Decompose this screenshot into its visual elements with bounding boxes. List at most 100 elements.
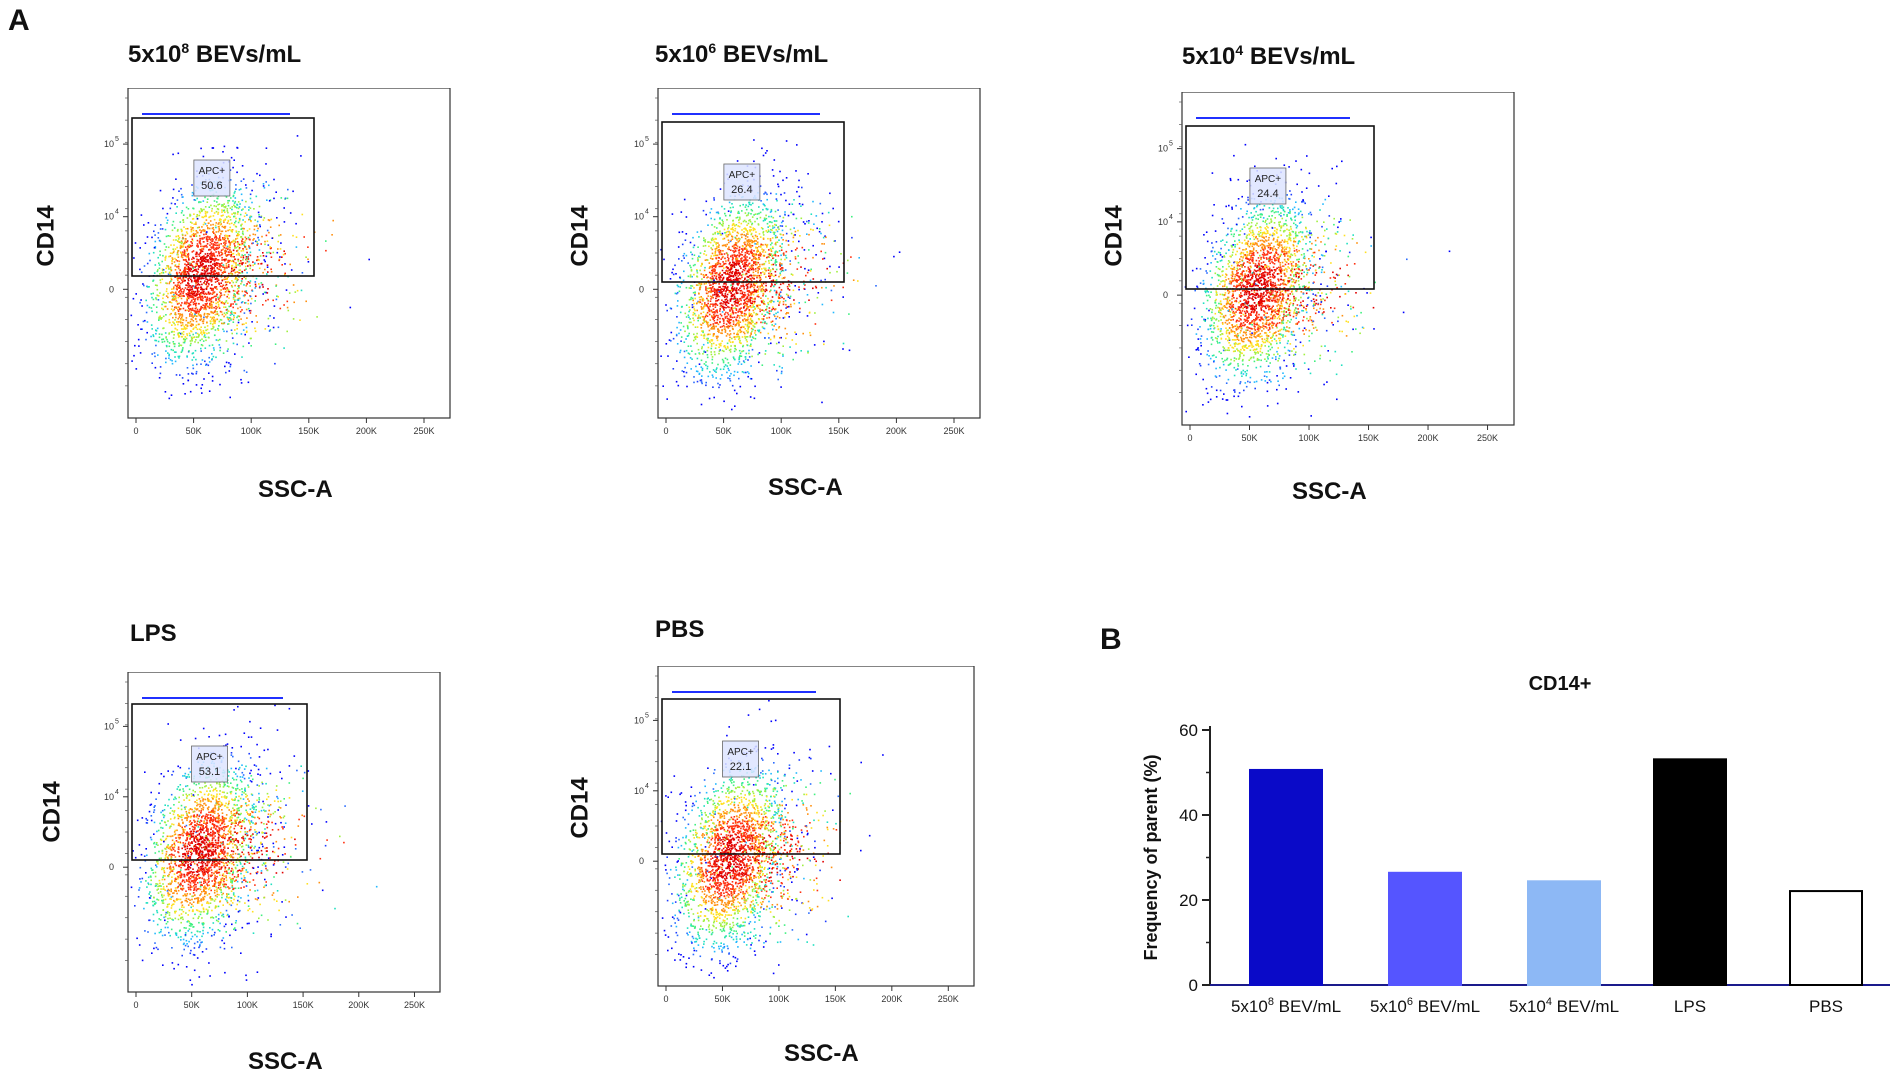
density-point — [172, 363, 174, 365]
density-point — [273, 198, 275, 200]
density-point — [189, 333, 191, 335]
density-point — [187, 240, 189, 242]
density-point — [230, 219, 232, 221]
density-point — [213, 347, 215, 349]
density-point — [223, 264, 225, 266]
density-point — [724, 313, 726, 315]
density-point — [712, 258, 714, 260]
density-point — [141, 214, 143, 216]
density-point — [747, 236, 749, 238]
density-point — [193, 250, 195, 252]
density-point — [197, 299, 199, 301]
density-point — [765, 314, 767, 316]
gate-label: APC+ — [199, 166, 226, 177]
density-point — [751, 266, 753, 268]
density-point — [196, 336, 198, 338]
density-point — [149, 260, 151, 262]
density-point — [241, 241, 243, 243]
density-point — [732, 291, 734, 293]
density-point — [744, 257, 746, 259]
density-point — [177, 324, 179, 326]
density-point — [689, 265, 691, 267]
density-point — [829, 272, 831, 274]
density-point — [209, 293, 211, 295]
density-point — [713, 343, 715, 345]
density-point — [713, 397, 715, 399]
density-point — [223, 242, 225, 244]
density-point — [757, 270, 759, 272]
density-point — [802, 247, 804, 249]
density-point — [199, 319, 201, 321]
density-point — [763, 303, 765, 305]
density-point — [706, 254, 708, 256]
density-point — [714, 294, 716, 296]
density-point — [200, 363, 202, 365]
density-point — [219, 235, 221, 237]
density-point — [795, 333, 797, 335]
density-point — [173, 286, 175, 288]
density-point — [717, 336, 719, 338]
density-point — [176, 374, 178, 376]
density-point — [178, 306, 180, 308]
density-point — [174, 319, 176, 321]
density-point — [199, 211, 201, 213]
density-point — [733, 375, 735, 377]
density-point — [200, 259, 202, 261]
density-point — [259, 249, 261, 251]
density-point — [194, 279, 196, 281]
density-point — [248, 206, 250, 208]
density-point — [228, 239, 230, 241]
density-point — [297, 290, 299, 292]
density-point — [244, 269, 246, 271]
density-point — [775, 261, 777, 263]
density-point — [757, 272, 759, 274]
density-point — [235, 263, 237, 265]
density-point — [262, 272, 264, 274]
density-point — [736, 248, 738, 250]
density-point — [202, 291, 204, 293]
density-point — [271, 219, 273, 221]
density-point — [709, 330, 711, 332]
density-point — [683, 280, 685, 282]
density-point — [678, 322, 680, 324]
density-point — [704, 321, 706, 323]
density-point — [716, 338, 718, 340]
density-point — [808, 234, 810, 236]
density-point — [701, 306, 703, 308]
density-point — [710, 258, 712, 260]
density-point — [719, 303, 721, 305]
density-point — [793, 237, 795, 239]
density-point — [725, 312, 727, 314]
density-point — [785, 255, 787, 257]
density-point — [750, 305, 752, 307]
density-point — [291, 269, 293, 271]
density-point — [280, 234, 282, 236]
density-point — [276, 217, 278, 219]
density-point — [195, 286, 197, 288]
density-point — [164, 243, 166, 245]
density-point — [203, 289, 205, 291]
density-point — [716, 369, 718, 371]
density-point — [228, 241, 230, 243]
density-point — [779, 262, 781, 264]
density-point — [206, 246, 208, 248]
density-point — [742, 271, 744, 273]
density-point — [166, 295, 168, 297]
density-point — [174, 328, 176, 330]
density-point — [224, 303, 226, 305]
density-point — [745, 252, 747, 254]
density-point — [228, 205, 230, 207]
density-point — [180, 277, 182, 279]
density-point — [794, 234, 796, 236]
density-point — [816, 215, 818, 217]
density-point — [141, 305, 143, 307]
density-point — [714, 354, 716, 356]
density-point — [736, 224, 738, 226]
density-point — [732, 231, 734, 233]
density-point — [200, 287, 202, 289]
density-point — [807, 294, 809, 296]
density-point — [264, 217, 266, 219]
density-point — [212, 246, 214, 248]
density-point — [175, 212, 177, 214]
density-point — [236, 147, 238, 149]
